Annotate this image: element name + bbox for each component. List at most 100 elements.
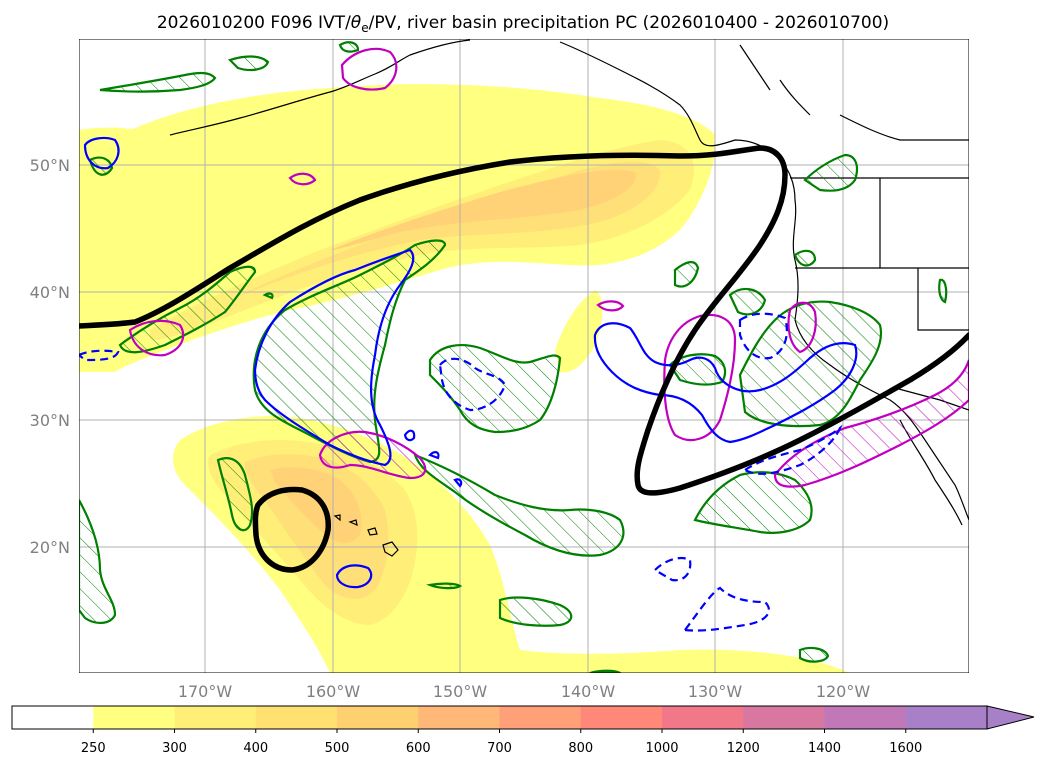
alaska-coast [169,39,471,136]
ivt-250-north-left [79,127,168,240]
colorbar-segment [743,706,825,729]
colorbar-tick-label: 250 [81,741,106,756]
lon-label-130w: 130°W [688,682,743,701]
blue-central-solid [253,248,415,467]
colorbar-segment [337,706,419,729]
colorbar-tick-label: 800 [568,741,593,756]
lat-labels: 50°N 40°N 30°N 20°N [30,156,70,557]
colorbar-tick-label: 300 [162,741,187,756]
blue-dashed-east [738,312,788,360]
green-tiny-2 [262,292,274,300]
green-east-1 [738,300,883,428]
magenta-east-strip [773,359,969,488]
canada-coast-detail [739,44,811,116]
state-border-3 [917,268,969,331]
pv-subtropical-ring [252,486,331,573]
colorbar-segments [12,706,988,729]
green-contours [79,41,948,673]
lon-label-160w: 160°W [306,682,361,701]
magenta-west [128,319,185,357]
blue-small-3 [453,478,463,488]
ivt-500-north-band [330,169,636,250]
magenta-small-2 [596,300,625,312]
blue-dashed-central [438,357,507,412]
title-sub: e [361,21,368,35]
lat-label-40: 40°N [30,283,70,302]
colorbar-tick-label: 500 [325,741,350,756]
blue-dashed-south-2 [653,556,692,582]
colorbar-segment [12,706,94,729]
colorbar-segment [499,706,582,729]
blue-dashed-se [742,427,842,475]
colorbar-tick-label: 1600 [889,741,922,756]
ivt-500-south [270,467,362,544]
colorbar-extend-arrow [986,705,1035,730]
map-panel [79,39,969,673]
colorbar-tick-label: 700 [487,741,512,756]
green-nw-blob [99,71,217,93]
colorbar: 250 300 400 500 600 700 800 1000 1200 1400 1600 [11,705,1035,756]
title-suffix: /PV, river basin precipitation PC (20260… [369,13,890,33]
green-bc-1 [88,156,114,176]
colorbar-segment [905,706,988,729]
green-pac-nw-1 [803,153,859,192]
magenta-contours [128,47,969,488]
magenta-small-1 [288,172,317,186]
blue-dashed-south-1 [682,586,770,632]
colorbar-tick-label: 1200 [727,741,760,756]
blue-east-solid [593,322,858,444]
hawaii-oahu [348,519,358,527]
blue-hawaii-small [335,564,373,589]
green-south-strip [413,453,625,557]
colorbar-tick-label: 1400 [808,741,841,756]
pv-2pvu-main [79,145,969,496]
magenta-north [340,47,398,91]
hawaii-maui [367,527,378,536]
blue-contours [83,136,858,589]
colorbar-segment [418,706,500,729]
blue-small-2 [428,451,440,460]
colorbar-labels: 250 300 400 500 600 700 800 1000 1200 1400 1600 [81,729,922,756]
colorbar-tick-label: 400 [243,741,268,756]
green-south-east [693,471,813,534]
green-pac-nw-4 [728,287,767,316]
lon-labels: 170°W 160°W 150°W 140°W 130°W 120°W [178,682,871,701]
hawaii-islands [333,514,399,557]
green-south-blob [498,596,573,627]
blue-nw [83,136,120,170]
blue-dashed-west [79,349,120,362]
pv-contours [79,145,969,573]
lon-label-120w: 120°W [816,682,871,701]
colorbar-segment [824,706,907,729]
colorbar-segment [255,706,338,729]
green-nw-small [227,55,270,72]
lat-label-50: 50°N [30,156,70,175]
green-wa [938,278,948,304]
lon-label-150w: 150°W [433,682,488,701]
colorbar-segment [93,706,175,729]
blue-dashed-contours [79,312,842,632]
colorbar-segment [174,706,257,729]
blue-small-1 [403,429,416,442]
lon-label-170w: 170°W [178,682,233,701]
ivt-250-arm [555,290,603,373]
ivt-shading [79,84,850,673]
colorbar-tick-label: 1000 [645,741,678,756]
green-central-mid [428,344,562,434]
green-hawaii-west [216,457,254,532]
green-pac-nw-3 [673,261,700,288]
title-prefix: 2026010200 F096 IVT/ [157,13,351,33]
hawaii-big-island [382,541,399,557]
green-south-tiny [798,646,830,663]
magenta-or [787,301,817,354]
lat-label-20: 20°N [30,538,70,557]
title-theta: θ [351,13,362,33]
state-border-4 [839,114,969,141]
lon-label-140w: 140°W [561,682,616,701]
colorbar-tick-label: 600 [406,741,431,756]
green-west-edge [79,499,117,624]
hawaii-kauai [333,514,341,522]
green-pac-nw-2 [793,249,817,267]
lat-label-30: 30°N [30,411,70,430]
